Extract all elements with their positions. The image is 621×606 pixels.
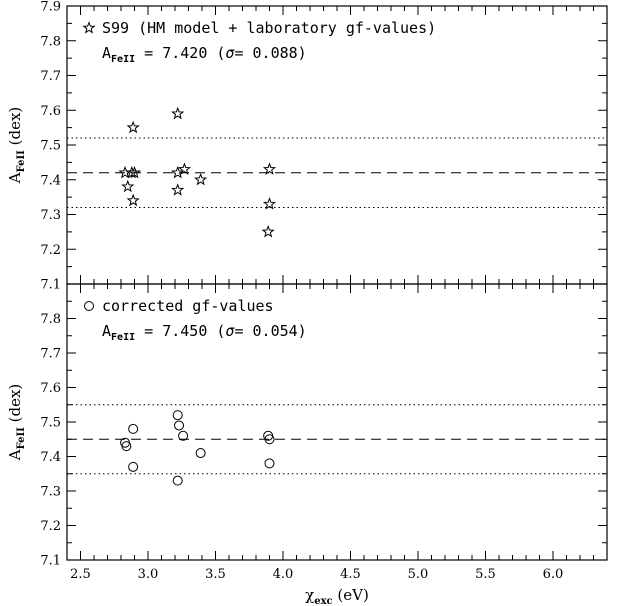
y-tick-label: 7.3 xyxy=(40,208,61,223)
data-point-circle xyxy=(264,434,275,445)
y-tick-label: 7.6 xyxy=(40,104,61,119)
y-tick-label: 7.1 xyxy=(40,554,61,569)
data-point-circle xyxy=(128,423,139,434)
data-point-star xyxy=(194,172,208,186)
x-tick-label: 5.5 xyxy=(475,567,496,582)
data-point-circle xyxy=(128,461,139,472)
x-tick-label: 4.0 xyxy=(273,567,294,582)
panel-1: 7.1 7.2 7.3 7.4 7.5 7.6 7.7 7.8 7.9 AFeII (dex) S9… xyxy=(6,0,608,293)
data-point-star xyxy=(126,120,140,134)
x-tick-label: 5.0 xyxy=(408,567,429,582)
y-tick-label: 7.4 xyxy=(40,173,61,188)
y-tick-label: 7.8 xyxy=(40,312,61,327)
y-tick-label: 7.9 xyxy=(40,0,61,15)
data-point-star xyxy=(261,224,275,238)
x-tick-label: 3.5 xyxy=(205,567,226,582)
panel-2: 7.1 7.2 7.3 7.4 7.5 7.6 7.7 7.8 2.5 3.0 3.5 4.0 4.5 5… xyxy=(6,283,608,606)
x-axis-label: χexc (eV) xyxy=(305,586,369,606)
x-tick-label: 2.5 xyxy=(70,567,91,582)
legend-label: S99 (HM model + laboratory gf-values) xyxy=(102,19,436,37)
y-tick-label: 7.2 xyxy=(40,519,61,534)
mean-annotation: AFeII = 7.420 (σ= 0.088) xyxy=(102,44,307,65)
data-point-circle xyxy=(264,458,275,469)
legend-label: corrected gf-values xyxy=(102,297,274,315)
data-point-circle xyxy=(172,475,183,486)
data-point-star xyxy=(262,162,277,175)
data-point-star xyxy=(171,106,185,120)
data-point-circle xyxy=(121,441,132,452)
y-tick-label: 7.7 xyxy=(40,69,61,84)
legend-marker-circle xyxy=(84,301,94,311)
y-tick-label: 7.5 xyxy=(40,139,61,154)
data-point-star xyxy=(177,162,192,175)
data-point-circle xyxy=(178,430,189,441)
legend-marker-star xyxy=(82,21,96,34)
data-point-star xyxy=(171,183,185,196)
y-tick-label: 7.8 xyxy=(40,34,61,49)
y-axis-label: AFeII (dex) xyxy=(6,107,27,185)
x-tick-label: 3.0 xyxy=(138,567,159,582)
data-point-circle xyxy=(174,420,185,431)
x-tick-label: 4.5 xyxy=(340,567,361,582)
x-tick-label: 6.0 xyxy=(543,567,564,582)
data-point-star xyxy=(262,197,277,210)
data-point-circle xyxy=(172,410,183,421)
data-point-star xyxy=(121,179,135,193)
data-point-circle xyxy=(195,448,206,459)
y-tick-label: 7.1 xyxy=(40,278,61,293)
y-tick-label: 7.7 xyxy=(40,347,61,362)
y-tick-label: 7.4 xyxy=(40,450,61,465)
y-tick-label: 7.5 xyxy=(40,416,61,431)
data-point-star xyxy=(127,165,142,179)
mean-annotation: AFeII = 7.450 (σ= 0.054) xyxy=(102,322,307,343)
data-point-star xyxy=(126,193,140,207)
y-tick-label: 7.3 xyxy=(40,485,61,500)
y-axis-label: AFeII (dex) xyxy=(6,384,27,462)
y-tick-label: 7.2 xyxy=(40,243,61,258)
y-tick-label: 7.6 xyxy=(40,381,61,396)
